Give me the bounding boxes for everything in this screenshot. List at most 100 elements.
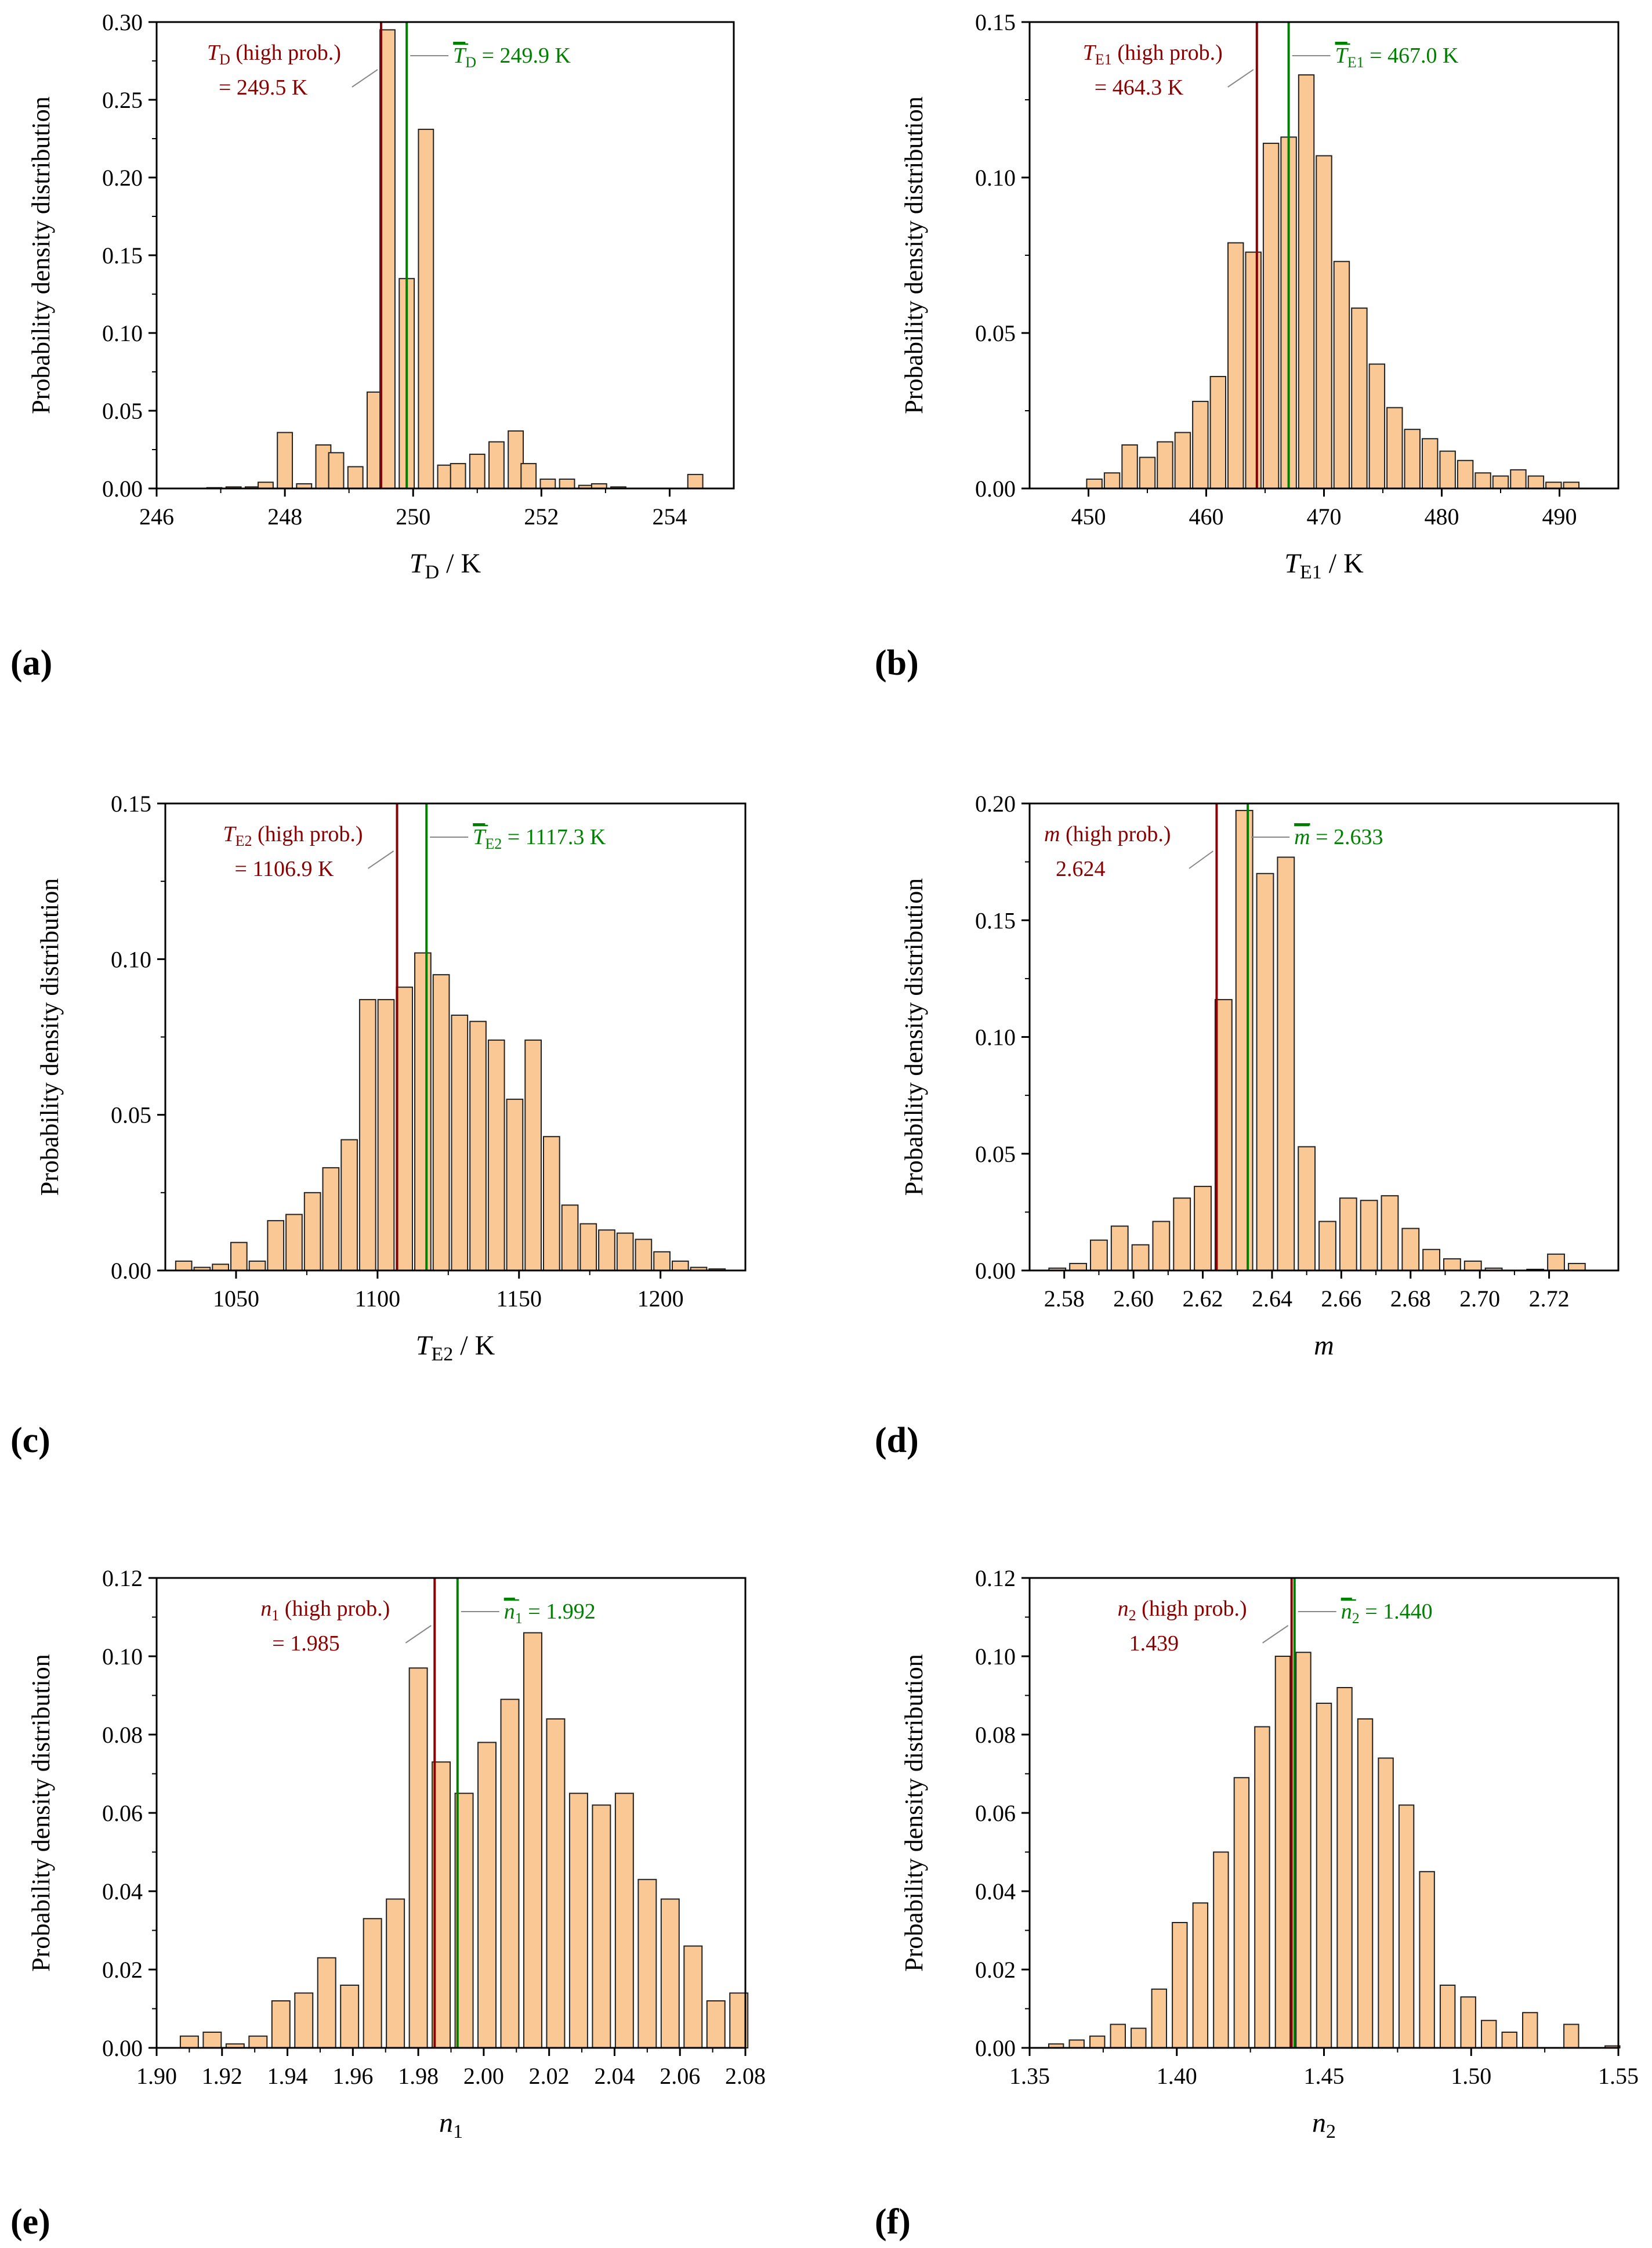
- histogram-bar: [258, 482, 274, 490]
- y-tick-label: 0.10: [102, 320, 143, 346]
- annotation-symbol-overline: m: [1294, 825, 1310, 849]
- mean-annotation: TD = 249.9 K: [453, 44, 571, 71]
- x-tick-label: 1.45: [1304, 2063, 1345, 2089]
- y-tick-label: 0.00: [102, 476, 143, 502]
- y-tick-label: 0.06: [102, 1800, 143, 1826]
- x-tick-label: 2.62: [1183, 1286, 1223, 1312]
- histogram-bar: [1460, 1996, 1476, 2048]
- y-tick-label: 0.06: [975, 1800, 1016, 1826]
- histogram-bar: [396, 986, 414, 1271]
- histogram-bar: [1351, 307, 1368, 489]
- histogram-bar: [687, 473, 704, 490]
- histogram-bar: [506, 1098, 524, 1272]
- high-prob-annotation: n1 (high prob.): [260, 1597, 390, 1624]
- histogram-bar: [637, 1878, 657, 2048]
- high-prob-leader: [367, 850, 394, 869]
- histogram-bar: [660, 1898, 680, 2048]
- histogram-bar: [1172, 1922, 1188, 2048]
- histogram-bar: [377, 999, 395, 1271]
- x-tick-label: 1.55: [1598, 2063, 1639, 2089]
- x-tick-label: 252: [524, 504, 559, 530]
- histogram-bar: [524, 1039, 542, 1272]
- histogram-bar: [469, 1020, 487, 1271]
- annotation-subscript: 1: [515, 1610, 523, 1627]
- x-tick-label: 2.66: [1321, 1286, 1361, 1312]
- histogram-bar: [539, 478, 556, 489]
- x-axis-unit: / K: [1322, 548, 1364, 579]
- histogram-bar: [418, 128, 434, 490]
- histogram-bar: [1443, 1258, 1461, 1271]
- y-tick-label: 0.00: [975, 2035, 1016, 2061]
- chart-panel-d: 2.58 2.60 2.62 2.64 2.66 2.68 2.70 2.72 0.00 0.05…: [875, 791, 1620, 1460]
- x-tick-label: 254: [652, 504, 687, 530]
- histogram-bar: [1298, 74, 1315, 489]
- histogram-bar: [598, 1229, 615, 1272]
- x-tick-label: 470: [1307, 504, 1342, 530]
- annotation-text: (high prob.): [1136, 1597, 1247, 1621]
- x-axis-label: TE2 / K: [416, 1330, 495, 1365]
- x-tick-label: 2.08: [725, 2063, 766, 2089]
- histogram-bar: [1357, 1718, 1374, 2048]
- x-axis-subscript: D: [425, 562, 440, 583]
- x-tick-label: 2.68: [1390, 1286, 1431, 1312]
- y-tick-label: 0.12: [102, 1565, 143, 1591]
- histogram-bar: [1103, 472, 1121, 490]
- x-tick-label: 1.94: [267, 2063, 308, 2089]
- x-tick-label: 1.50: [1451, 2063, 1491, 2089]
- annotation-symbol: T: [223, 822, 237, 846]
- histogram-bar: [1227, 242, 1244, 489]
- annotation-text: (high prob.): [1060, 822, 1171, 846]
- x-tick-label: 460: [1189, 504, 1224, 530]
- histogram-bar: [653, 1251, 671, 1272]
- plot-frame: [155, 1577, 747, 2049]
- annotation-symbol: m: [1044, 822, 1060, 846]
- x-axis-symbol: T: [1284, 548, 1302, 579]
- histogram-bar: [1563, 2023, 1579, 2048]
- x-axis-subscript: E1: [1300, 562, 1322, 583]
- annotation-subscript: E2: [485, 835, 502, 852]
- annotation-subscript: E1: [1095, 51, 1112, 68]
- histogram-bar: [340, 1985, 360, 2048]
- x-tick-label: 1.35: [1009, 2063, 1050, 2089]
- annotation-subscript: D: [219, 51, 230, 68]
- x-tick-label: 2.58: [1044, 1286, 1085, 1312]
- histogram-bar: [1439, 450, 1456, 489]
- x-axis-symbol: T: [410, 548, 427, 579]
- histogram-bar: [1404, 429, 1421, 489]
- high-prob-leader: [405, 1625, 432, 1644]
- x-tick-label: 480: [1425, 504, 1459, 530]
- histogram-bar: [683, 1945, 703, 2048]
- histogram-bar: [230, 1241, 248, 1271]
- histogram-bar: [1381, 1195, 1399, 1271]
- histogram-bar: [1318, 1221, 1336, 1272]
- annotation-subscript: E1: [1347, 54, 1364, 71]
- histogram-bar: [202, 2032, 222, 2048]
- y-tick-label: 0.15: [975, 907, 1016, 933]
- x-tick-label: 2.04: [594, 2063, 635, 2089]
- high-prob-value: = 1.985: [272, 1631, 339, 1656]
- histogram-bar: [1360, 1200, 1378, 1271]
- x-axis-symbol: T: [416, 1330, 433, 1361]
- histogram-bar: [1213, 1851, 1229, 2048]
- y-tick-label: 0.10: [102, 1644, 143, 1670]
- high-prob-annotation: TD (high prob.): [207, 41, 341, 68]
- x-axis-subscript: 2: [1326, 2121, 1336, 2142]
- histogram-bar: [1110, 1225, 1129, 1271]
- annotation-subscript: 1: [271, 1607, 279, 1624]
- histogram-bar: [1192, 400, 1209, 489]
- histogram-bar: [543, 1136, 560, 1271]
- annotation-subscript: E2: [236, 832, 252, 849]
- x-tick-label: 248: [267, 504, 302, 530]
- histogram-bar: [379, 29, 396, 489]
- annotation-symbol: T: [207, 41, 221, 65]
- histogram-bar: [1069, 1262, 1088, 1272]
- histogram-bar: [408, 1667, 428, 2048]
- histogram-bar: [1110, 2023, 1126, 2048]
- x-tick-label: 1050: [213, 1286, 259, 1312]
- y-tick-label: 0.15: [102, 242, 143, 269]
- mean-annotation: n2 = 1.440: [1341, 1599, 1433, 1627]
- panel-label: (d): [875, 1421, 919, 1460]
- x-axis-label: m: [1314, 1330, 1334, 1361]
- annotation-subscript: D: [465, 54, 476, 71]
- x-axis-label: n1: [439, 2108, 463, 2142]
